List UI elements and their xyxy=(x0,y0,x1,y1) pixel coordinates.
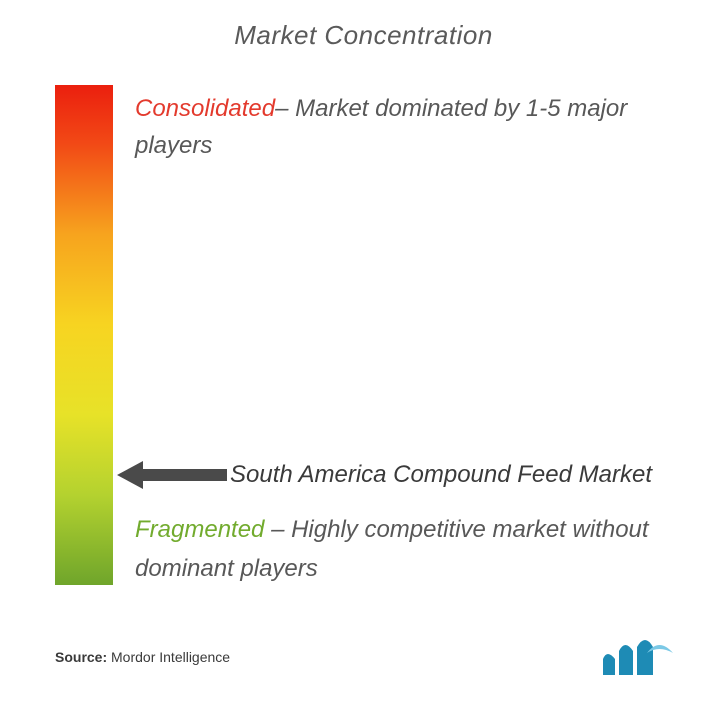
consolidated-label: Consolidated xyxy=(135,95,275,122)
mordor-logo-icon xyxy=(601,635,679,679)
fragmented-label: Fragmented xyxy=(135,516,264,543)
logo-bars xyxy=(603,640,653,675)
scale-rect xyxy=(55,85,113,585)
brand-logo xyxy=(601,635,679,679)
consolidated-block: Consolidated– Market dominated by 1-5 ma… xyxy=(135,90,687,164)
arrow-shape xyxy=(117,461,227,489)
source-line: Source: Mordor Intelligence xyxy=(55,649,230,665)
marker-arrow xyxy=(117,461,227,489)
fragmented-block: Fragmented – Highly competitive market w… xyxy=(135,511,687,588)
concentration-scale-bar xyxy=(55,85,113,585)
logo-bar-1 xyxy=(603,654,615,675)
source-prefix: Source: xyxy=(55,649,107,665)
marker-label: South America Compound Feed Market xyxy=(230,461,707,489)
arrow-icon xyxy=(117,461,227,489)
logo-bar-2 xyxy=(619,645,633,675)
page-title: Market Concentration xyxy=(0,20,727,51)
source-name: Mordor Intelligence xyxy=(107,649,230,665)
gradient-bar-svg xyxy=(55,85,113,585)
logo-bar-3 xyxy=(637,640,653,675)
